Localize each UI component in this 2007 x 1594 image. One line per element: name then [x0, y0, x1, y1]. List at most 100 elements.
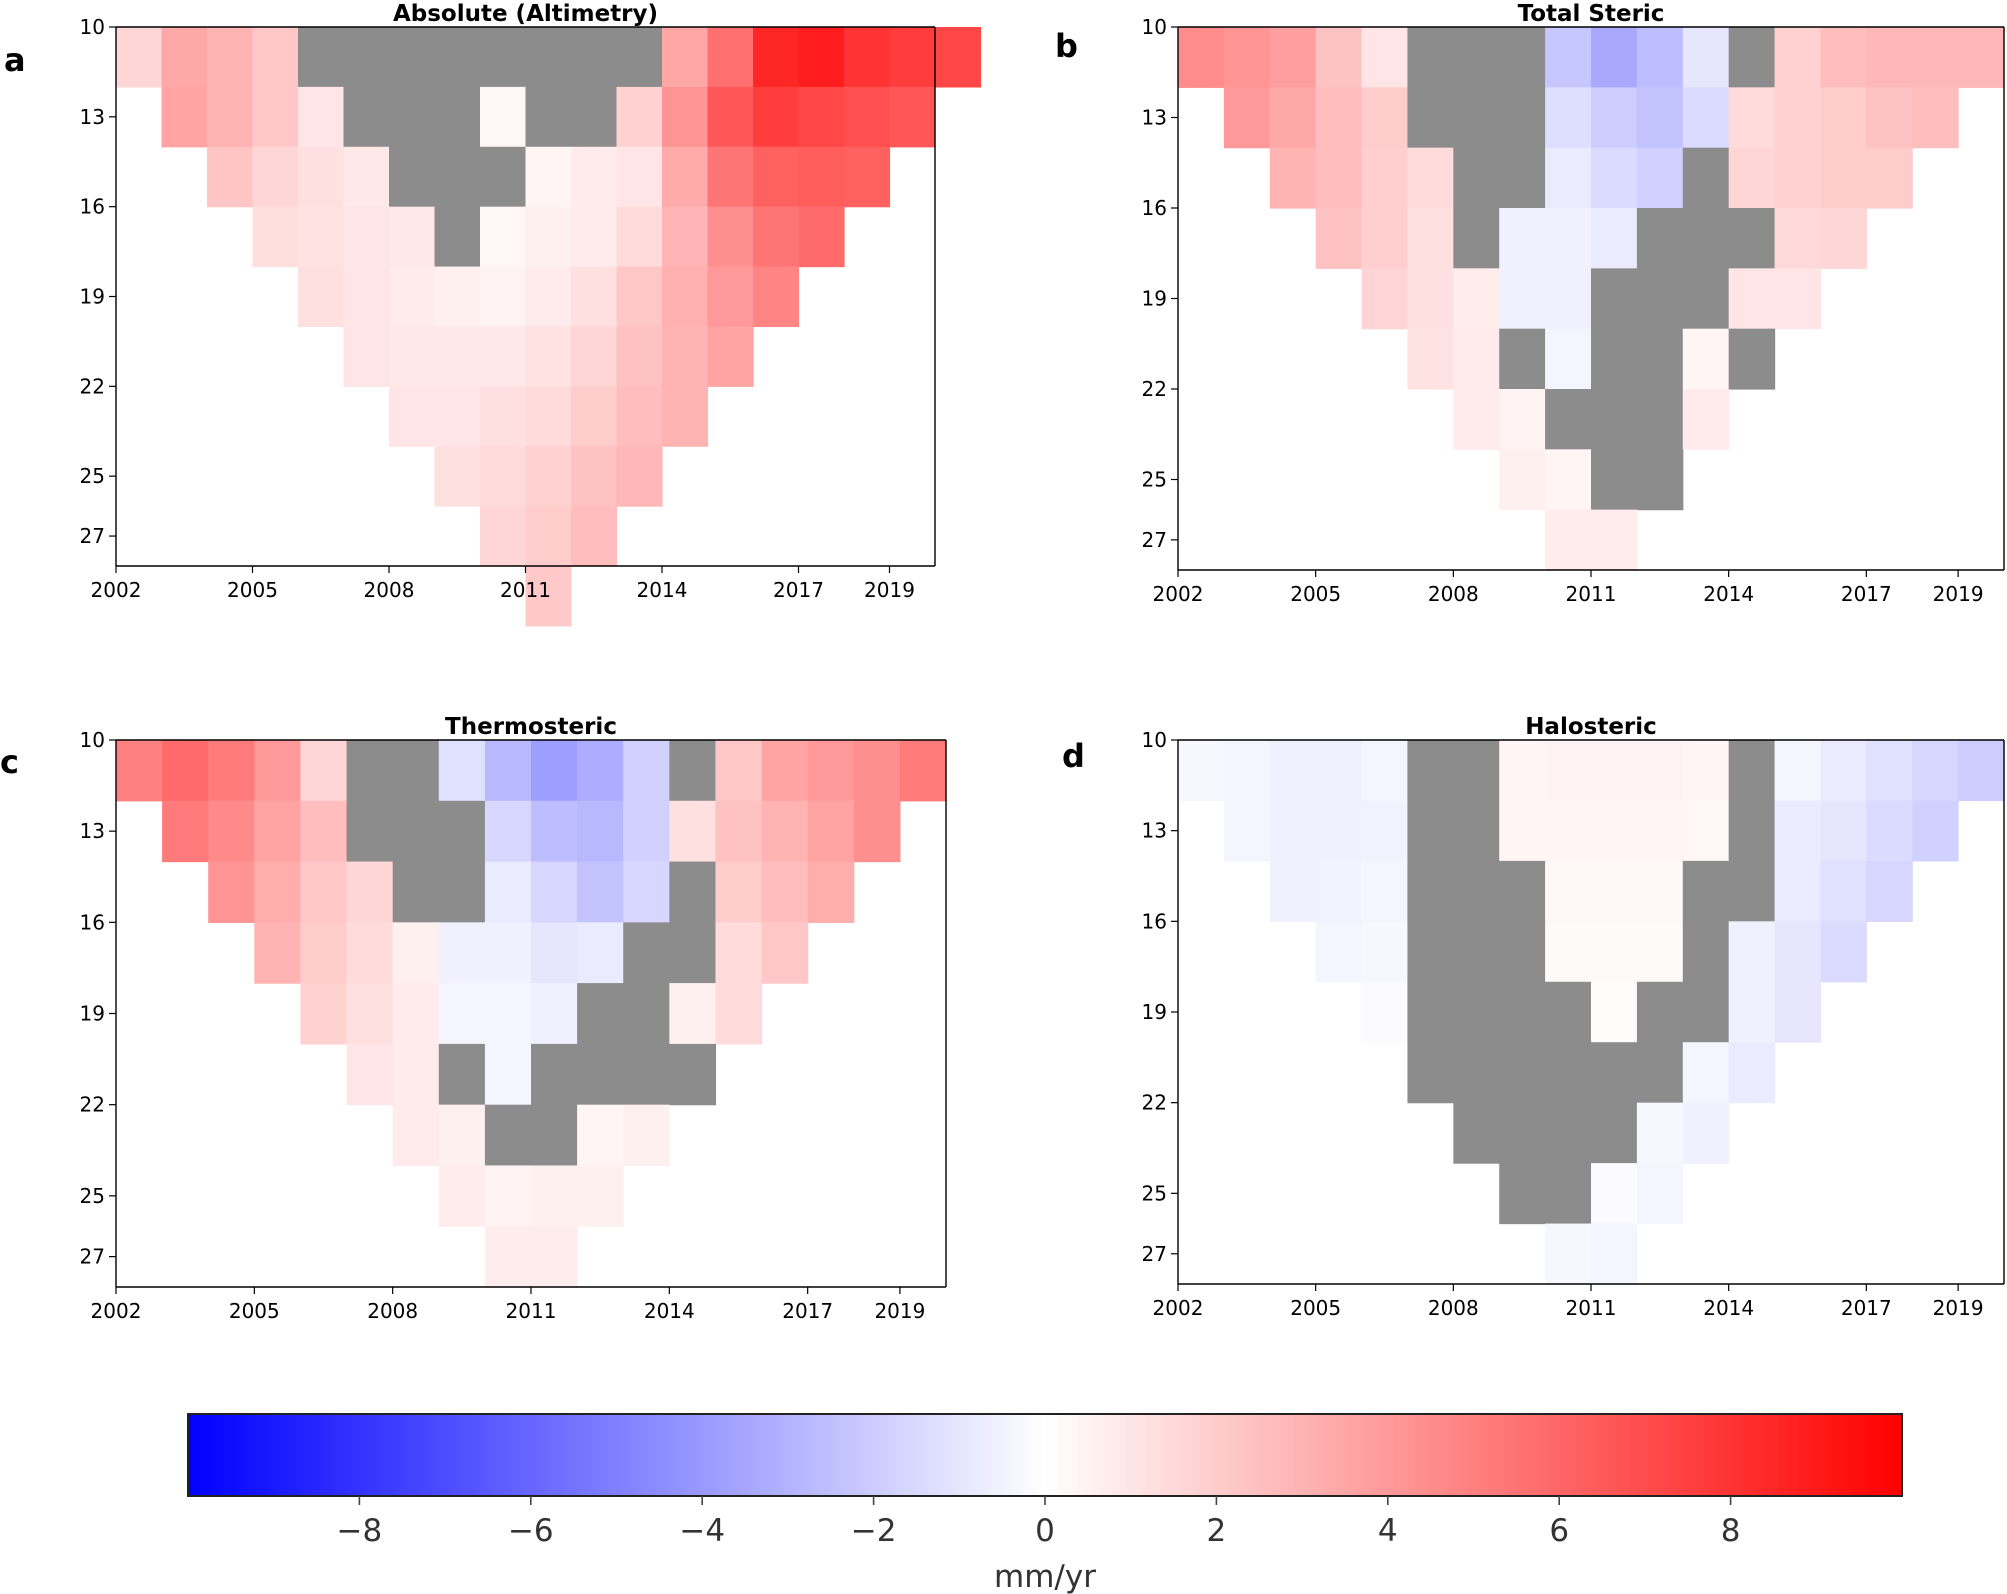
heatmap-cell — [1545, 268, 1592, 330]
heatmap-cell-masked — [1636, 981, 1684, 1043]
heatmap-cell — [1178, 740, 1225, 802]
y-tick-label: 13 — [1142, 106, 1167, 130]
colorbar-tick-label: 8 — [1721, 1513, 1741, 1549]
heatmap-cell — [844, 86, 891, 148]
heatmap-cell — [1315, 921, 1363, 983]
y-tick-label: 25 — [80, 464, 105, 488]
heatmap-cell — [662, 27, 709, 88]
x-tick-label: 2002 — [1153, 1296, 1204, 1320]
heatmap-cell — [1499, 740, 1546, 802]
heatmap-cell — [434, 326, 481, 387]
heatmap-cell-masked — [1728, 740, 1776, 802]
heatmap-cell — [616, 386, 663, 447]
y-tick-label: 10 — [80, 15, 105, 39]
heatmap-cell — [298, 206, 345, 268]
x-tick-label: 2005 — [227, 578, 278, 602]
heatmap-cell — [1820, 87, 1867, 149]
heatmap-cell — [252, 206, 299, 268]
heatmap-cell — [1636, 1102, 1684, 1164]
heatmap-cell — [252, 86, 299, 148]
heatmap-cell — [798, 146, 845, 208]
heatmap-cell — [1912, 800, 1959, 862]
heatmap-cell-masked — [484, 1104, 532, 1167]
heatmap-cell — [1636, 87, 1684, 149]
heatmap-cell — [571, 206, 618, 268]
heatmap-cell-masked — [577, 1043, 624, 1106]
heatmap-cell — [1591, 509, 1638, 571]
y-tick-label: 10 — [1142, 728, 1167, 752]
heatmap-cell-masked — [392, 800, 440, 863]
heatmap-cell — [252, 146, 299, 208]
heatmap-cell — [484, 740, 532, 802]
heatmap-cell-masked — [389, 86, 436, 148]
x-tick-label: 2017 — [782, 1299, 833, 1323]
heatmap-cell — [1269, 800, 1317, 862]
heatmap-cell — [343, 206, 390, 268]
colorbar-tick-label: 2 — [1207, 1513, 1227, 1549]
heatmap-cell — [623, 740, 670, 802]
heatmap-cell — [1361, 268, 1409, 330]
heatmap-cell — [1912, 87, 1959, 149]
heatmap-cell-masked — [1499, 27, 1546, 88]
heatmap-cell — [300, 922, 348, 984]
heatmap-cell — [531, 861, 578, 923]
x-tick-label: 2014 — [644, 1299, 695, 1323]
heatmap-cell — [254, 922, 302, 984]
heatmap-cell-masked — [1728, 800, 1776, 862]
heatmap-cell — [623, 1104, 670, 1167]
heatmap-cell — [1774, 268, 1822, 330]
heatmap-cell-masked — [1591, 328, 1638, 390]
heatmap-cell — [1820, 27, 1867, 88]
heatmap-cell-masked — [346, 800, 394, 863]
heatmap-cell — [438, 922, 486, 984]
heatmap-cell — [162, 740, 209, 802]
heatmap-cell-masked — [1728, 27, 1776, 88]
heatmap-cell-masked — [669, 861, 717, 923]
heatmap-cell — [252, 27, 299, 88]
heatmap-cell — [761, 922, 809, 984]
heatmap-cell-masked — [438, 861, 486, 923]
panel-title: Thermosteric — [445, 714, 617, 740]
heatmap-cell — [577, 740, 624, 802]
heatmap-cell-masked — [1453, 87, 1500, 149]
heatmap-cell — [889, 27, 936, 88]
heatmap-cell — [616, 146, 663, 208]
heatmap-cell — [1774, 981, 1822, 1043]
heatmap-cell-masked — [343, 27, 390, 88]
heatmap-cell — [571, 506, 618, 567]
panel-title: Absolute (Altimetry) — [393, 1, 658, 27]
heatmap-cell — [161, 86, 208, 148]
heatmap-cell — [1820, 208, 1867, 269]
heatmap-cell — [300, 740, 348, 802]
heatmap-cell — [1682, 740, 1730, 802]
colorbar-tick-label: 0 — [1035, 1513, 1055, 1549]
heatmap-cell — [1820, 860, 1867, 922]
heatmap-cell — [1361, 147, 1409, 209]
heatmap-cell — [1866, 87, 1913, 149]
x-tick-label: 2011 — [500, 578, 551, 602]
heatmap-cell — [1774, 740, 1822, 802]
heatmap-cell-masked — [1636, 389, 1684, 450]
heatmap-cell — [1591, 208, 1638, 269]
heatmap-cell-masked — [1682, 981, 1730, 1043]
heatmap-cell — [525, 446, 572, 507]
heatmap-cell — [343, 266, 390, 328]
heatmap-cell-masked — [1453, 800, 1500, 862]
heatmap-cell — [480, 446, 527, 507]
heatmap-cell — [807, 740, 855, 802]
heatmap-cell-masked — [1545, 389, 1592, 450]
y-tick-label: 10 — [1142, 15, 1167, 39]
heatmap-cell — [1866, 740, 1913, 802]
heatmap-cell-masked — [1591, 449, 1638, 511]
heatmap-cell — [480, 206, 527, 268]
heatmap-cell — [531, 1165, 578, 1227]
heatmap-cell-masked — [1728, 208, 1776, 269]
heatmap-cell — [571, 326, 618, 387]
heatmap-cell — [343, 326, 390, 387]
heatmap-cell-masked — [1407, 921, 1454, 983]
heatmap-cell-masked — [1728, 860, 1776, 922]
y-tick-label: 13 — [80, 105, 105, 129]
heatmap-cell — [1453, 389, 1500, 450]
heatmap-cell-masked — [669, 922, 717, 984]
